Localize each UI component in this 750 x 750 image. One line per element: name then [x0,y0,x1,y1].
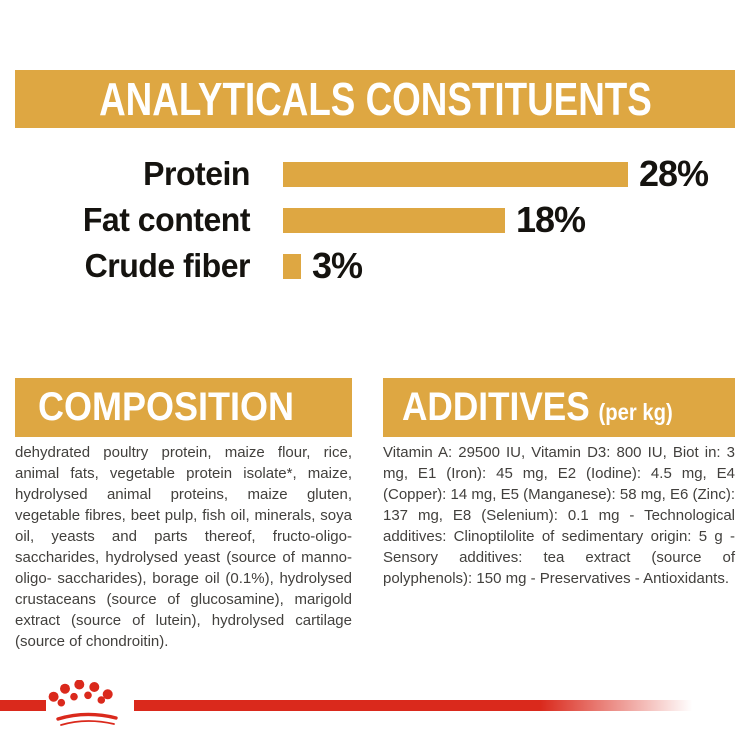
chart-row-crude-fiber: Crude fiber 3% [0,243,750,289]
chart-row-protein: Protein 28% [0,151,750,197]
bar-fat-content [283,207,505,233]
red-divider-right-segment-fading [134,700,698,711]
bar-crude-fiber [283,253,301,279]
additives-body-text: Vitamin A: 29500 IU, Vitamin D3: 800 IU,… [383,444,735,587]
bar-label: Fat content [82,201,251,238]
composition-title: COMPOSITION [38,385,295,429]
bar-value: 18% [516,199,586,240]
bar-protein [283,161,628,187]
bar-value: 28% [639,153,709,194]
red-divider-left-segment [0,700,46,711]
bar-label: Protein [143,155,250,192]
additives-title: ADDITIVES [402,385,590,429]
bar-label: Crude fiber [84,247,251,284]
composition-body-text: dehydrated poultry protein, maize flour,… [15,444,352,650]
royal-canin-crown-logo [48,680,118,726]
analytical-constituents-banner: ANALYTICALS CONSTITUENTS [15,70,735,128]
additives-section-header: ADDITIVES (per kg) [383,378,735,437]
additives-title-suffix: (per kg) [598,399,673,425]
banner-title: ANALYTICALS CONSTITUENTS [98,73,652,125]
composition-section-header: COMPOSITION [15,378,352,437]
bar-value: 3% [312,245,363,286]
chart-row-fat-content: Fat content 18% [0,197,750,243]
